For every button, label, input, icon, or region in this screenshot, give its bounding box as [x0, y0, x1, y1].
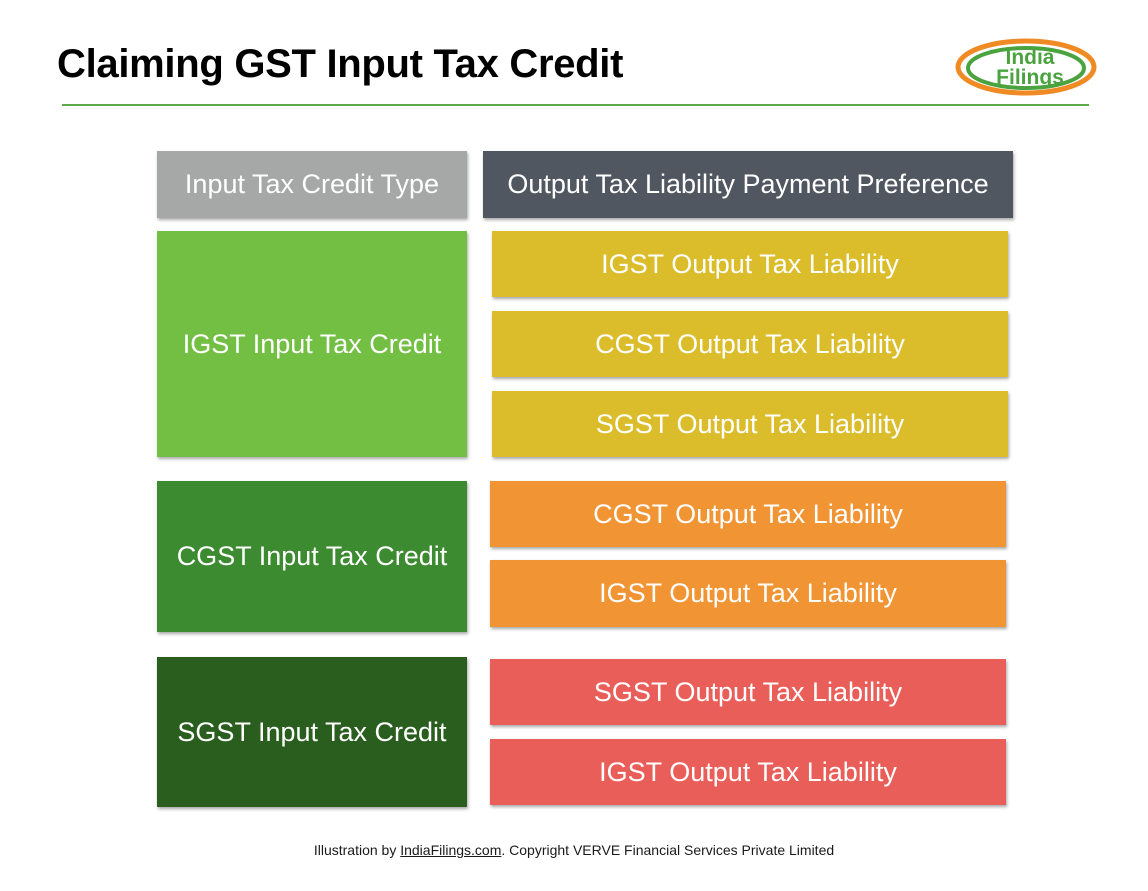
sgst-liability-2: IGST Output Tax Liability	[490, 739, 1006, 805]
igst-credit-box: IGST Input Tax Credit	[157, 231, 467, 457]
title-divider	[62, 104, 1089, 106]
igst-liability-1: IGST Output Tax Liability	[492, 231, 1008, 297]
header-payment-preference: Output Tax Liability Payment Preference	[483, 151, 1013, 218]
liability-label: IGST Output Tax Liability	[599, 756, 897, 787]
igst-liability-3: SGST Output Tax Liability	[492, 391, 1008, 457]
logo-text-line2: Filings	[996, 66, 1064, 89]
logo-text-line1: India	[1005, 46, 1054, 69]
igst-liability-2: CGST Output Tax Liability	[492, 311, 1008, 377]
indiafilings-logo: India Filings	[954, 37, 1098, 97]
cgst-credit-box: CGST Input Tax Credit	[157, 481, 467, 632]
page-title: Claiming GST Input Tax Credit	[57, 42, 624, 86]
sgst-credit-label: SGST Input Tax Credit	[177, 716, 447, 747]
footer-credit: Illustration by IndiaFilings.com. Copyri…	[0, 842, 1148, 858]
header-left-label: Input Tax Credit Type	[184, 169, 440, 199]
sgst-liability-1: SGST Output Tax Liability	[490, 659, 1006, 725]
liability-label: IGST Output Tax Liability	[601, 248, 899, 279]
footer-suffix: . Copyright VERVE Financial Services Pri…	[501, 842, 835, 858]
footer-link[interactable]: IndiaFilings.com	[400, 842, 502, 858]
header-right-label: Output Tax Liability Payment Preference	[507, 169, 989, 199]
cgst-liability-2: IGST Output Tax Liability	[490, 560, 1006, 627]
indiafilings-logo-graphic: India Filings	[955, 38, 1097, 96]
cgst-liability-1: CGST Output Tax Liability	[490, 481, 1006, 547]
header-input-credit-type: Input Tax Credit Type	[157, 151, 467, 218]
footer-prefix: Illustration by	[313, 842, 401, 858]
liability-label: CGST Output Tax Liability	[595, 328, 905, 359]
liability-label: SGST Output Tax Liability	[595, 408, 905, 439]
igst-credit-label: IGST Input Tax Credit	[182, 328, 442, 359]
liability-label: CGST Output Tax Liability	[593, 498, 903, 529]
liability-label: IGST Output Tax Liability	[599, 578, 897, 608]
liability-label: SGST Output Tax Liability	[593, 676, 903, 707]
sgst-credit-box: SGST Input Tax Credit	[157, 657, 467, 807]
cgst-credit-label: CGST Input Tax Credit	[176, 541, 448, 571]
